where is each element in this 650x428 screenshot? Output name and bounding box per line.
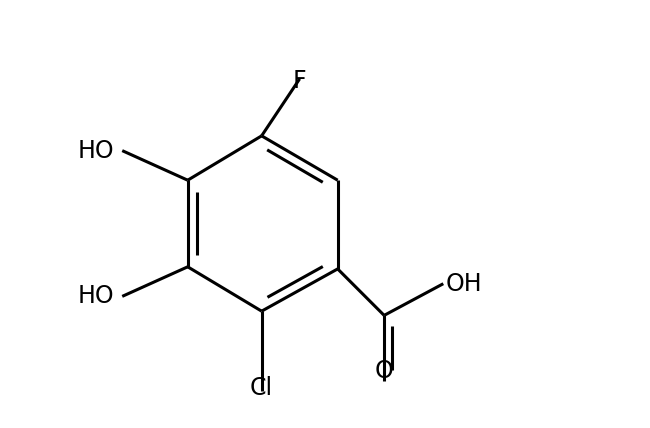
- Text: F: F: [293, 69, 306, 93]
- Text: OH: OH: [445, 272, 482, 296]
- Text: HO: HO: [77, 284, 114, 309]
- Text: Cl: Cl: [250, 376, 273, 400]
- Text: O: O: [375, 359, 393, 383]
- Text: HO: HO: [77, 139, 114, 163]
